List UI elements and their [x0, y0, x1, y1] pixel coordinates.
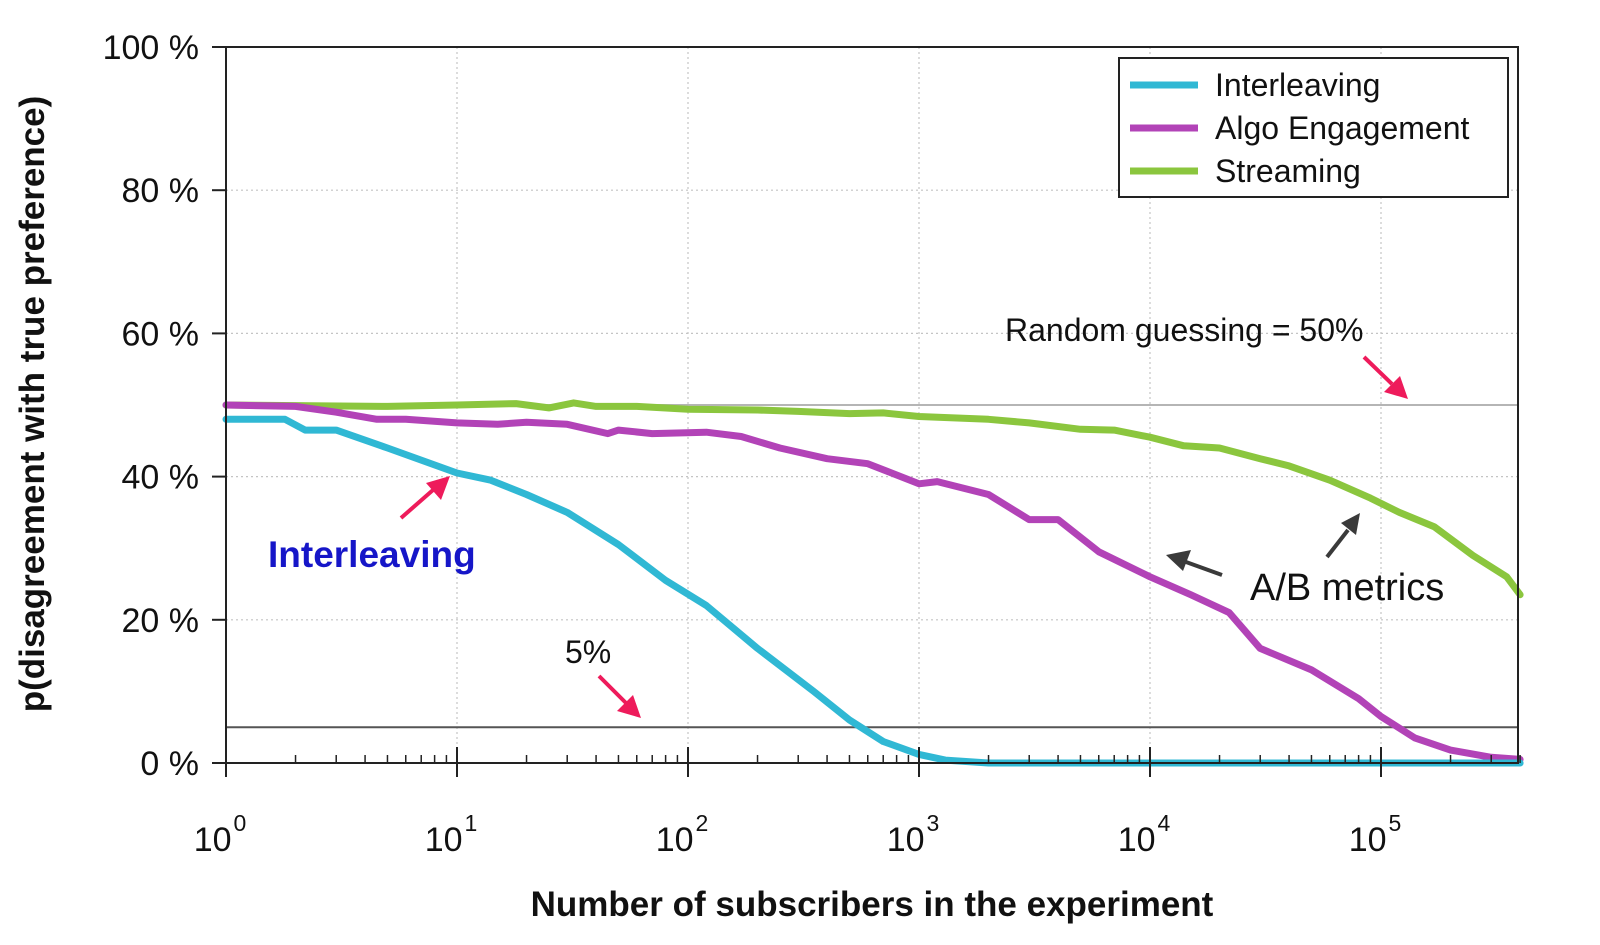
x-tick-label: 103	[887, 810, 940, 859]
axis-ticks	[212, 46, 1521, 777]
y-tick-label: 40 %	[122, 459, 200, 497]
y-axis-title: p(disagreement with true preference)	[13, 96, 52, 713]
y-tick-label: 80 %	[122, 172, 200, 210]
x-tick-label: 105	[1349, 810, 1402, 859]
legend-label-interleaving: Interleaving	[1215, 67, 1380, 103]
x-tick-exponent: 1	[465, 810, 478, 836]
annotation-interleaving: Interleaving	[268, 534, 476, 575]
annotation-random-guessing: Random guessing = 50%	[1005, 312, 1363, 348]
y-tick-label: 0 %	[140, 745, 199, 783]
arrow-random-guessing	[1362, 355, 1408, 399]
y-tick-labels: 0 % 20 % 40 % 60 % 80 % 100 %	[103, 29, 199, 783]
x-tick-label: 102	[656, 810, 709, 859]
x-axis-title: Number of subscribers in the experiment	[531, 885, 1214, 924]
x-tick-label: 101	[425, 810, 478, 859]
legend: Interleaving Algo Engagement Streaming	[1118, 57, 1509, 198]
x-tick-label: 104	[1118, 810, 1171, 859]
arrow-interleaving	[399, 476, 450, 520]
y-tick-label: 100 %	[103, 29, 199, 67]
annotation-five-percent: 5%	[565, 634, 611, 670]
plot-frame	[225, 46, 1519, 764]
arrow-ab-streaming	[1325, 513, 1360, 559]
x-tick-exponent: 4	[1158, 810, 1171, 836]
x-tick-exponent: 2	[696, 810, 709, 836]
series-line-interleaving	[222, 415, 1524, 767]
x-tick-exponent: 0	[234, 810, 247, 836]
x-tick-labels: 100 101 102 103 104 105	[194, 810, 1402, 859]
annotations: Random guessing = 50% 5% Interleaving A/…	[268, 312, 1444, 718]
arrow-ab-algo	[1166, 550, 1223, 577]
series-lines	[222, 399, 1524, 767]
x-tick-exponent: 3	[927, 810, 940, 836]
y-tick-label: 20 %	[122, 602, 200, 640]
x-tick-exponent: 5	[1389, 810, 1402, 836]
arrow-five-percent	[597, 674, 641, 718]
series-line-streaming	[222, 399, 1524, 599]
series-line-algo-engagement	[222, 401, 1524, 763]
x-tick-label: 100	[194, 810, 247, 859]
legend-label-algo-engagement: Algo Engagement	[1215, 110, 1470, 146]
y-tick-label: 60 %	[122, 315, 200, 353]
annotation-ab-metrics: A/B metrics	[1250, 567, 1444, 609]
legend-label-streaming: Streaming	[1215, 153, 1361, 189]
